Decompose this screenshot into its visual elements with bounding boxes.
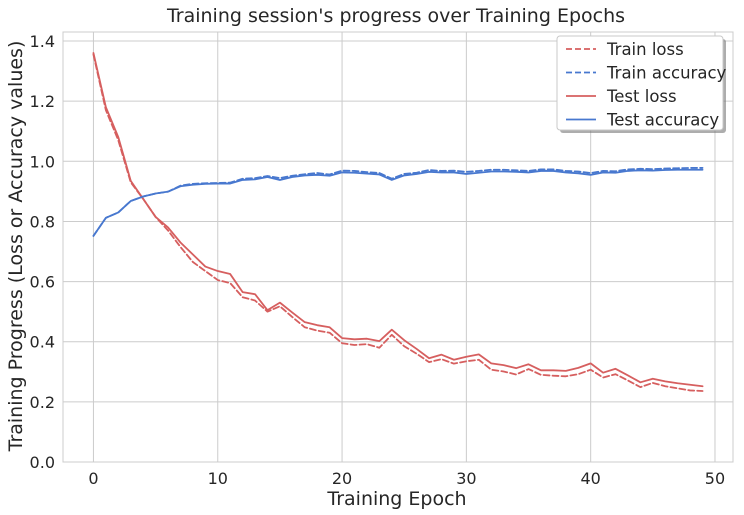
y-tick-label: 0.4 bbox=[30, 333, 55, 352]
y-tick-label: 0.0 bbox=[30, 453, 55, 472]
x-tick-label: 0 bbox=[88, 469, 98, 488]
legend-box bbox=[556, 35, 724, 131]
x-tick-label: 30 bbox=[456, 469, 476, 488]
series-line-test-loss bbox=[92, 52, 704, 388]
y-tick-label: 1.4 bbox=[30, 32, 55, 51]
legend-label: Train accuracy bbox=[606, 64, 727, 83]
x-axis-title: Training Epoch bbox=[326, 488, 466, 510]
series-line-train-loss bbox=[92, 53, 704, 392]
series-lines bbox=[92, 52, 704, 392]
chart-title: Training session's progress over Trainin… bbox=[166, 5, 625, 27]
series-line-test-accuracy bbox=[92, 168, 704, 237]
tick-labels: 0 10 20 30 40 50 0.0 0.2 0.4 0.6 0.8 1.0 1.2 1.4 bbox=[30, 32, 726, 488]
legend-items: Train loss Train accuracy Test loss Test ac… bbox=[566, 40, 727, 130]
grid-lines bbox=[63, 32, 733, 463]
x-tick-label: 40 bbox=[580, 469, 600, 488]
x-tick-label: 10 bbox=[208, 469, 228, 488]
y-tick-label: 0.8 bbox=[30, 212, 55, 231]
plot-frame bbox=[62, 31, 734, 463]
x-tick-label: 20 bbox=[332, 469, 352, 488]
y-tick-label: 0.6 bbox=[30, 273, 55, 292]
legend-label: Test accuracy bbox=[606, 111, 719, 130]
legend: Train loss Train accuracy Test loss Test ac… bbox=[556, 35, 727, 133]
x-tick-label: 50 bbox=[705, 469, 725, 488]
y-tick-label: 0.2 bbox=[30, 393, 55, 412]
y-axis-title: Training Progress (Loss or Accuracy valu… bbox=[5, 41, 27, 453]
legend-label: Test loss bbox=[606, 87, 677, 106]
legend-label: Train loss bbox=[606, 40, 684, 59]
y-tick-label: 1.0 bbox=[30, 152, 55, 171]
y-tick-label: 1.2 bbox=[30, 92, 55, 111]
